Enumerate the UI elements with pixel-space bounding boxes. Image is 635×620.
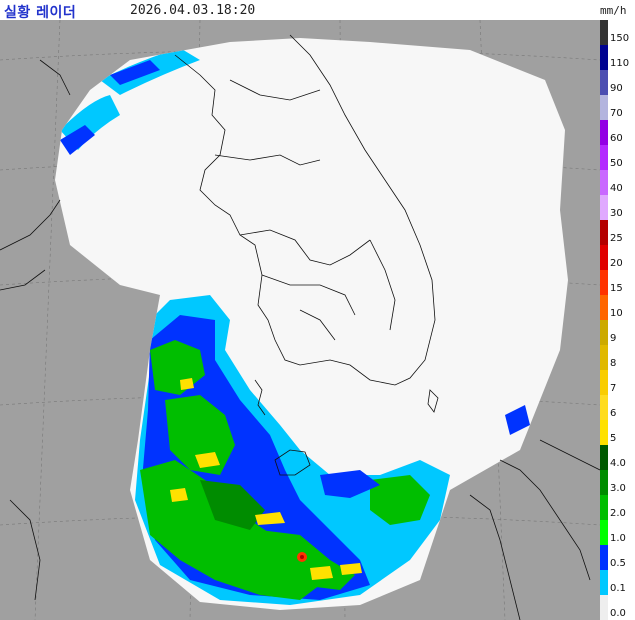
- legend-color-swatch: [600, 345, 608, 370]
- legend-color-swatch: [600, 570, 608, 595]
- legend-color-swatch: [600, 295, 608, 320]
- legend-row: 10: [600, 295, 635, 320]
- legend-level-label: 6: [610, 408, 617, 419]
- legend-level-label: 25: [610, 233, 623, 244]
- legend-level-label: 110: [610, 58, 630, 69]
- legend-row: 0.1: [600, 570, 635, 595]
- legend-unit-label: mm/h: [600, 4, 627, 17]
- precipitation-legend: 150 110 90 70 60 50 40 30 25 20 15 10 9 8 7 6 5 4.0 3.0 2.0…: [600, 20, 635, 620]
- legend-row: 25: [600, 220, 635, 245]
- legend-level-label: 50: [610, 158, 623, 169]
- legend-color-swatch: [600, 470, 608, 495]
- legend-color-swatch: [600, 220, 608, 245]
- legend-row: 3.0: [600, 470, 635, 495]
- legend-row: 1.0: [600, 520, 635, 545]
- legend-color-swatch: [600, 495, 608, 520]
- legend-color-swatch: [600, 45, 608, 70]
- legend-color-swatch: [600, 120, 608, 145]
- legend-level-label: 70: [610, 108, 623, 119]
- legend-level-label: 15: [610, 283, 623, 294]
- legend-level-label: 3.0: [610, 483, 626, 494]
- legend-row: 60: [600, 120, 635, 145]
- legend-row: 110: [600, 45, 635, 70]
- legend-color-swatch: [600, 545, 608, 570]
- legend-level-label: 2.0: [610, 508, 626, 519]
- legend-row: 20: [600, 245, 635, 270]
- legend-row: 9: [600, 320, 635, 345]
- legend-level-label: 30: [610, 208, 623, 219]
- legend-color-swatch: [600, 395, 608, 420]
- legend-level-label: 150: [610, 33, 630, 44]
- legend-level-label: 1.0: [610, 533, 626, 544]
- legend-row: 50: [600, 145, 635, 170]
- legend-color-swatch: [600, 95, 608, 120]
- legend-level-label: 4.0: [610, 458, 626, 469]
- legend-row: 0.5: [600, 545, 635, 570]
- legend-color-swatch: [600, 70, 608, 95]
- legend-level-label: 5: [610, 433, 617, 444]
- legend-color-swatch: [600, 370, 608, 395]
- legend-row: 90: [600, 70, 635, 95]
- legend-color-swatch: [600, 170, 608, 195]
- legend-level-label: 8: [610, 358, 617, 369]
- legend-row: 8: [600, 345, 635, 370]
- legend-row: 5: [600, 420, 635, 445]
- observation-timestamp: 2026.04.03.18:20: [130, 3, 256, 18]
- legend-level-label: 10: [610, 308, 623, 319]
- legend-row: 6: [600, 395, 635, 420]
- legend-row: 7: [600, 370, 635, 395]
- legend-color-swatch: [600, 195, 608, 220]
- legend-row: 70: [600, 95, 635, 120]
- legend-color-swatch: [600, 520, 608, 545]
- legend-row: 150: [600, 20, 635, 45]
- legend-row: 2.0: [600, 495, 635, 520]
- legend-color-swatch: [600, 20, 608, 45]
- legend-row: 30: [600, 195, 635, 220]
- legend-color-swatch: [600, 145, 608, 170]
- legend-color-swatch: [600, 445, 608, 470]
- legend-level-label: 7: [610, 383, 617, 394]
- legend-level-label: 9: [610, 333, 617, 344]
- legend-level-label: 0.0: [610, 608, 626, 619]
- legend-row: 0.0: [600, 595, 635, 620]
- legend-level-label: 20: [610, 258, 623, 269]
- legend-row: 15: [600, 270, 635, 295]
- legend-level-label: 0.5: [610, 558, 626, 569]
- legend-level-label: 60: [610, 133, 623, 144]
- legend-row: 40: [600, 170, 635, 195]
- legend-color-swatch: [600, 420, 608, 445]
- legend-color-swatch: [600, 270, 608, 295]
- legend-level-label: 90: [610, 83, 623, 94]
- legend-level-label: 0.1: [610, 583, 626, 594]
- coastline-boundaries: [0, 34, 600, 620]
- radar-map[interactable]: [0, 20, 600, 620]
- legend-row: 4.0: [600, 445, 635, 470]
- legend-level-label: 40: [610, 183, 623, 194]
- legend-color-swatch: [600, 320, 608, 345]
- legend-color-swatch: [600, 595, 608, 620]
- page-title: 실황 레이더: [4, 5, 77, 21]
- legend-color-swatch: [600, 245, 608, 270]
